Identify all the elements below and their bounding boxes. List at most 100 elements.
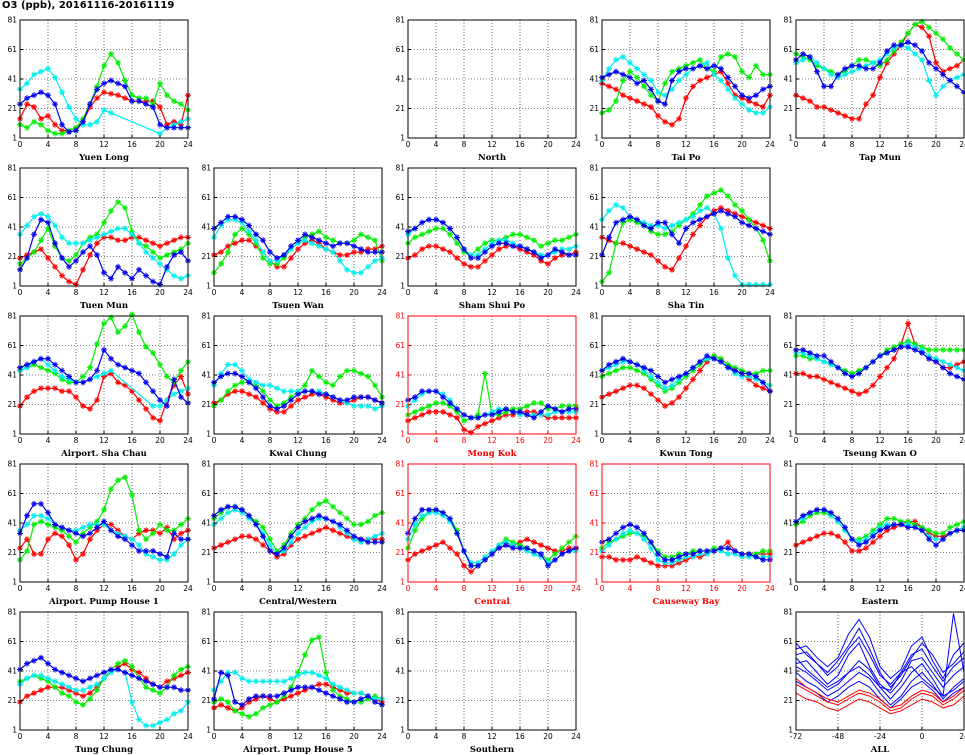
- data-point: [821, 358, 827, 365]
- data-point: [115, 660, 121, 667]
- data-point: [753, 373, 759, 380]
- x-tick-label: 12: [293, 584, 303, 593]
- x-tick-label: 8: [656, 140, 661, 149]
- x-tick-label: 8: [462, 732, 467, 741]
- data-point: [309, 388, 315, 395]
- data-point: [38, 500, 44, 507]
- data-point: [267, 548, 273, 555]
- data-point: [232, 370, 238, 377]
- data-point: [164, 402, 170, 409]
- data-point: [316, 681, 322, 688]
- data-point: [954, 50, 960, 57]
- data-point: [835, 109, 841, 116]
- x-tick-label: 8: [656, 288, 661, 297]
- data-point: [447, 231, 453, 238]
- data-point: [253, 379, 259, 386]
- data-point: [24, 254, 30, 261]
- data-point: [669, 231, 675, 238]
- data-point: [725, 193, 731, 200]
- data-point: [877, 74, 883, 81]
- data-point: [59, 254, 65, 261]
- data-point: [302, 533, 308, 540]
- data-point: [38, 115, 44, 122]
- data-point: [143, 95, 149, 102]
- data-point: [641, 71, 647, 78]
- data-point: [856, 542, 862, 549]
- data-point: [372, 512, 378, 519]
- data-point: [87, 405, 93, 412]
- y-tick-label: 21: [395, 696, 405, 705]
- data-point: [566, 414, 572, 421]
- x-tick-label: 20: [543, 436, 553, 445]
- data-point: [239, 533, 245, 540]
- data-point: [947, 530, 953, 537]
- data-point: [143, 684, 149, 691]
- data-point: [662, 556, 668, 563]
- data-point: [260, 693, 266, 700]
- data-point: [842, 65, 848, 72]
- y-tick-label: 81: [395, 164, 405, 173]
- data-point: [281, 678, 287, 685]
- data-point: [157, 690, 163, 697]
- y-tick-label: 41: [395, 667, 405, 676]
- y-tick-label: 61: [395, 489, 405, 498]
- data-point: [337, 373, 343, 380]
- y-tick-label: 61: [395, 45, 405, 54]
- data-point: [447, 411, 453, 418]
- station-label: Tap Mun: [859, 153, 901, 163]
- data-point: [835, 382, 841, 389]
- data-point: [66, 388, 72, 395]
- data-point: [870, 59, 876, 66]
- data-point: [122, 77, 128, 84]
- data-point: [372, 397, 378, 404]
- data-point: [870, 539, 876, 546]
- data-point: [552, 550, 558, 557]
- data-point: [365, 539, 371, 546]
- data-point: [164, 397, 170, 404]
- data-point: [697, 77, 703, 84]
- chart-panel: 0 4 8 12 16 20 24 1 21 41 61 81 Tung Chung: [7, 608, 193, 755]
- data-point: [697, 207, 703, 214]
- data-point: [627, 243, 633, 250]
- data-point: [122, 323, 128, 330]
- data-point: [760, 86, 766, 93]
- data-point: [412, 521, 418, 528]
- data-point: [669, 266, 675, 273]
- data-point: [821, 83, 827, 90]
- data-point: [613, 219, 619, 226]
- data-point: [24, 660, 30, 667]
- data-point: [94, 86, 100, 93]
- data-point: [620, 524, 626, 531]
- station-label: Yuen Long: [78, 153, 129, 163]
- data-point: [288, 402, 294, 409]
- chart-panel: 0 4 8 12 16 20 24 1 21 41 61 81 Tap Mun: [783, 16, 965, 163]
- data-point: [884, 56, 890, 63]
- data-point: [725, 545, 731, 552]
- data-point: [718, 53, 724, 60]
- x-tick-label: 24: [959, 732, 965, 741]
- data-point: [648, 77, 654, 84]
- data-point: [891, 346, 897, 353]
- data-point: [143, 405, 149, 412]
- x-tick-label: 0: [406, 584, 411, 593]
- data-point: [136, 716, 142, 723]
- data-point: [814, 352, 820, 359]
- x-tick-label: 8: [462, 140, 467, 149]
- data-point: [531, 414, 537, 421]
- data-point: [358, 696, 364, 703]
- data-point: [828, 83, 834, 90]
- data-point: [739, 68, 745, 75]
- data-point: [739, 101, 745, 108]
- data-point: [814, 373, 820, 380]
- data-point: [676, 77, 682, 84]
- data-point: [933, 92, 939, 99]
- data-point: [150, 240, 156, 247]
- data-point: [725, 550, 731, 557]
- data-point: [613, 556, 619, 563]
- data-point: [316, 228, 322, 235]
- data-point: [52, 367, 58, 374]
- data-point: [524, 545, 530, 552]
- data-point: [94, 367, 100, 374]
- data-point: [566, 539, 572, 546]
- series-line: [795, 618, 965, 680]
